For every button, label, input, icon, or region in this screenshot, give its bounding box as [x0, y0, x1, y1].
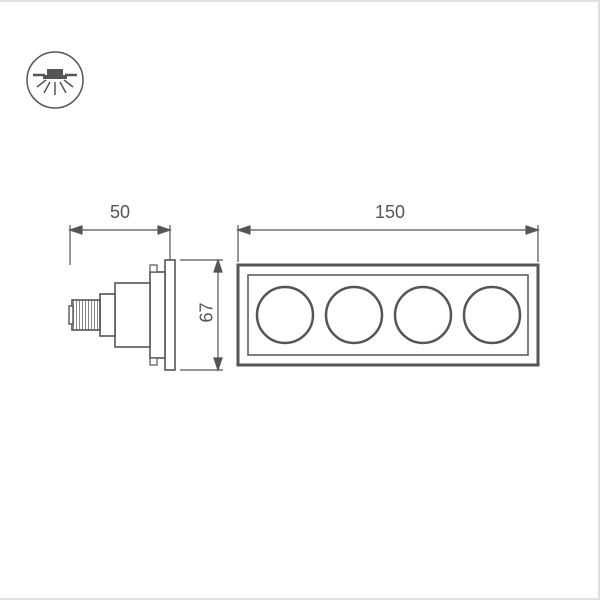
downlight-icon	[27, 52, 83, 108]
page-border-top	[0, 0, 600, 2]
dim-width-label: 150	[370, 202, 410, 223]
dimension-width	[238, 225, 538, 262]
dim-height-label: 67	[197, 298, 218, 328]
dim-depth-label: 50	[105, 202, 135, 223]
front-view	[238, 265, 538, 365]
diagram-frame: 50 67 150	[0, 0, 600, 600]
dimension-depth	[70, 225, 170, 265]
diagram-svg	[0, 0, 600, 600]
side-view	[69, 260, 175, 370]
